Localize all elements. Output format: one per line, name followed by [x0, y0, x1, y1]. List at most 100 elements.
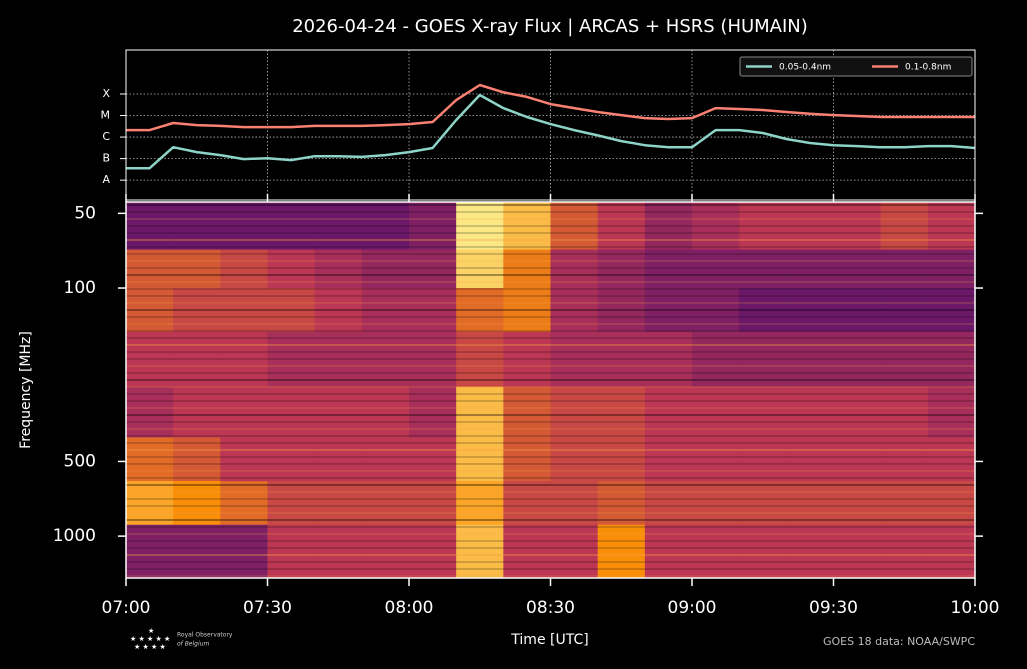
spectrogram-cell	[314, 331, 363, 388]
spectrogram-cell	[456, 288, 504, 333]
spectrogram-cell	[126, 386, 174, 438]
spectrogram-cell	[739, 288, 787, 333]
y-tick-label: 1000	[53, 526, 96, 546]
spectrogram-cell	[126, 202, 174, 251]
spectrogram-cell	[503, 437, 551, 482]
spectrogram-cell	[692, 202, 740, 251]
spectrogram-cell	[833, 386, 882, 438]
y-axis-label: Frequency [MHz]	[18, 331, 34, 449]
spectrogram-cell	[786, 524, 834, 579]
spectrogram-cell	[597, 524, 646, 579]
spectrogram-cell	[126, 331, 174, 388]
spectrogram-cell	[456, 202, 504, 251]
spectrogram-cell	[503, 386, 551, 438]
spectrogram-cell	[597, 386, 646, 438]
spectrogram-cell	[550, 249, 599, 289]
spectrogram-cell	[503, 331, 551, 388]
legend-box	[739, 56, 973, 77]
spectrogram-cell	[927, 202, 976, 251]
spectrogram-cell	[644, 249, 693, 289]
x-tick-label: 08:30	[526, 598, 575, 618]
spectrogram-cell	[786, 288, 834, 333]
spectrogram-cell	[456, 386, 504, 438]
spectrogram-cell	[739, 481, 787, 526]
spectrogram-cell	[503, 524, 551, 579]
spectrogram-cell	[409, 386, 457, 438]
spectrogram-cell	[739, 437, 787, 482]
spectrogram-cell	[880, 524, 929, 579]
logo-star: ★	[148, 627, 154, 635]
spectrogram-cell	[692, 249, 740, 289]
spectrogram-cell	[927, 481, 976, 526]
spectrogram-cell	[550, 481, 599, 526]
spectrogram-cell	[361, 288, 410, 333]
spectrogram-cell	[173, 249, 221, 289]
flux-line	[126, 93, 976, 170]
spectrogram-cell	[644, 202, 693, 251]
spectrogram-cell	[173, 202, 221, 251]
y-tick-label: B	[102, 152, 110, 165]
spectrogram-cell	[880, 481, 929, 526]
spectrogram-cell	[833, 249, 882, 289]
x-axis-label: Time [UTC]	[510, 632, 588, 648]
spectrogram-cell	[126, 249, 174, 289]
spectrogram-cell	[409, 437, 457, 482]
spectrogram-cell	[361, 386, 410, 438]
spectrogram-cell	[173, 331, 221, 388]
logo-star: ★ ★ ★ ★	[134, 643, 166, 651]
spectrogram-cell	[739, 202, 787, 251]
spectrogram-cell	[927, 524, 976, 579]
spectrogram-cell	[880, 331, 929, 388]
spectrogram-cell	[220, 524, 268, 579]
spectrogram-cell	[220, 202, 268, 251]
spectrogram-cell	[220, 386, 268, 438]
spectrogram-cell	[927, 288, 976, 333]
spectrogram-cell	[786, 437, 834, 482]
spectrogram-cell	[692, 331, 740, 388]
chart-title: 2026-04-24 - GOES X-ray Flux | ARCAS + H…	[292, 16, 808, 37]
spectrogram-cell	[361, 202, 410, 251]
spectrogram-cell	[597, 288, 646, 333]
logo-star: ★ ★ ★ ★ ★	[130, 635, 170, 643]
flux-line	[126, 83, 975, 132]
spectrogram-cell	[692, 481, 740, 526]
spectrogram-cell	[786, 481, 834, 526]
spectrogram-cell	[314, 202, 363, 251]
spectrogram-cell	[833, 288, 882, 333]
spectrogram-cell	[173, 386, 221, 438]
spectrogram-cell	[692, 524, 740, 579]
spectrogram-cell	[456, 437, 504, 482]
spectrogram-cell	[927, 249, 976, 289]
spectrogram-cell	[267, 437, 316, 482]
spectrogram-cell	[786, 386, 834, 438]
spectrogram-cell	[126, 481, 174, 526]
spectrogram-cell	[267, 331, 316, 388]
y-tick-label: M	[101, 109, 111, 122]
spectrogram-cell	[220, 481, 268, 526]
spectrogram-cell	[880, 288, 929, 333]
spectrogram-cell	[833, 202, 882, 251]
spectrogram-cell	[692, 437, 740, 482]
spectrogram-cell	[550, 331, 599, 388]
spectrogram-cell	[739, 386, 787, 438]
spectrogram-cell	[880, 202, 929, 251]
spectrogram-cell	[267, 202, 316, 251]
spectrogram-cell	[644, 524, 693, 579]
spectrogram-cell	[220, 437, 268, 482]
spectrogram-cell	[220, 331, 268, 388]
spectrogram-cell	[220, 249, 268, 289]
spectrogram-cell	[739, 331, 787, 388]
spectrogram-cell	[550, 386, 599, 438]
spectrogram-cell	[739, 524, 787, 579]
y-tick-label: 100	[64, 278, 96, 298]
source-note: GOES 18 data: NOAA/SWPC	[823, 635, 975, 648]
spectrogram-cell	[597, 202, 646, 251]
plot-frame	[125, 201, 976, 579]
spectrogram-cell	[880, 386, 929, 438]
spectrogram-cell	[456, 249, 504, 289]
legend-label: 0.1-0.8nm	[905, 63, 951, 73]
spectrogram-cell	[644, 331, 693, 388]
spectrogram-cell	[314, 386, 363, 438]
spectrogram-cell	[503, 288, 551, 333]
logo: ★ ★ ★ ★ ★ ★ ★ ★ ★ ★	[130, 627, 170, 651]
